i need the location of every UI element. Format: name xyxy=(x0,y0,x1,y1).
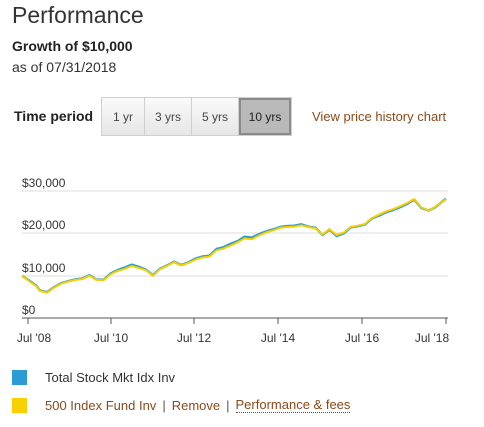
legend-swatch-blue xyxy=(12,370,27,385)
legend-separator: | xyxy=(226,397,230,413)
x-ticks xyxy=(27,318,447,324)
growth-chart: $30,000 $20,000 $10,000 $0 Jul '08 Jul '… xyxy=(17,176,450,345)
x-tick-label: Jul '10 xyxy=(94,331,129,345)
series-line-500-index xyxy=(21,198,447,294)
growth-title: Growth of $10,000 xyxy=(12,38,133,54)
x-tick-label: Jul '14 xyxy=(261,331,296,345)
time-period-1yr-button[interactable]: 1 yr xyxy=(102,98,145,135)
time-period-5yrs-button[interactable]: 5 yrs xyxy=(192,98,239,135)
x-tick-label: Jul '16 xyxy=(345,331,380,345)
view-price-history-link[interactable]: View price history chart xyxy=(312,109,447,124)
x-tick-label: Jul '18 xyxy=(415,331,450,345)
time-period-3yrs-button[interactable]: 3 yrs xyxy=(145,98,192,135)
time-period-10yrs-button[interactable]: 10 yrs xyxy=(239,98,291,135)
legend-swatch-yellow xyxy=(12,397,27,413)
y-tick-label: $10,000 xyxy=(22,261,66,275)
time-period-label: Time period xyxy=(14,108,94,124)
legend-item-500-index: 500 Index Fund Inv | Remove | Performanc… xyxy=(12,397,351,413)
grid-lines xyxy=(22,190,448,319)
page-title: Performance xyxy=(12,2,144,28)
performance-fees-link[interactable]: Performance & fees xyxy=(235,397,351,413)
x-tick-labels: Jul '08 Jul '10 Jul '12 Jul '14 Jul '16 … xyxy=(17,331,450,345)
as-of-date: as of 07/31/2018 xyxy=(12,59,117,75)
y-tick-label: $0 xyxy=(22,303,36,317)
y-tick-label: $20,000 xyxy=(22,218,66,232)
x-tick-label: Jul '12 xyxy=(177,331,212,345)
x-tick-label: Jul '08 xyxy=(17,331,52,345)
legend-separator: | xyxy=(162,397,166,413)
time-period-selector: 1 yr 3 yrs 5 yrs 10 yrs xyxy=(101,97,292,136)
legend-item-total-stock: Total Stock Mkt Idx Inv xyxy=(12,370,175,385)
y-tick-labels: $30,000 $20,000 $10,000 $0 xyxy=(22,176,66,317)
legend-label: Total Stock Mkt Idx Inv xyxy=(45,370,176,385)
remove-link[interactable]: Remove xyxy=(171,397,221,413)
y-tick-label: $30,000 xyxy=(22,176,66,190)
fund-link-500-index[interactable]: 500 Index Fund Inv xyxy=(45,397,157,413)
